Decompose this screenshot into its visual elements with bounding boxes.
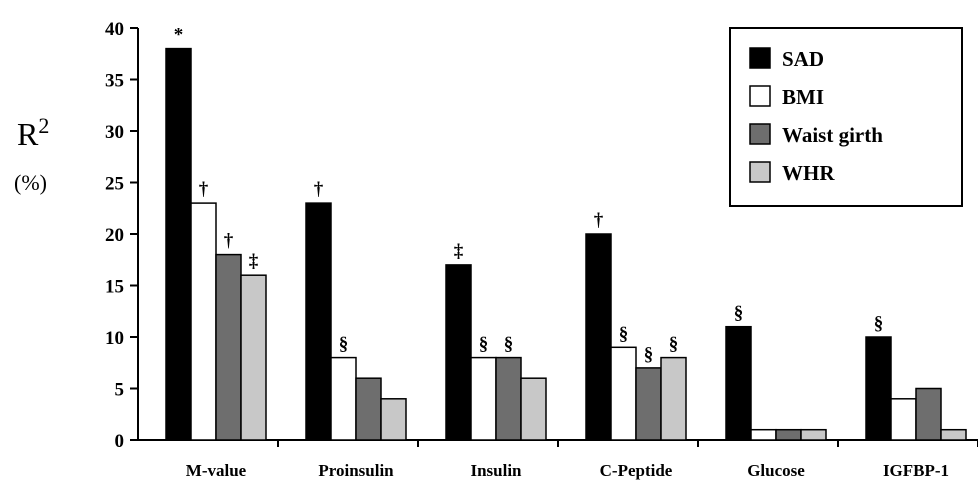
bar-glucose-sad	[725, 325, 752, 441]
bar-c-peptide-bmi	[610, 346, 637, 441]
bar-igfbp-1-waist-girth	[915, 387, 942, 441]
annotation-glucose-sad: §	[734, 303, 744, 324]
legend: SAD BMI Waist girth WHR	[729, 27, 963, 207]
annotation-c-peptide-whr: §	[669, 334, 679, 355]
y-tick-label: 35	[105, 71, 124, 92]
bar-m-value-sad	[165, 47, 192, 441]
annotation-c-peptide-waist-girth: §	[644, 344, 654, 365]
y-ticks: 0 5 10 15 20 25 30 35 40	[105, 19, 138, 452]
y-tick-label: 10	[105, 328, 124, 349]
bar-c-peptide-sad	[585, 233, 612, 441]
y-axis-label: R2	[17, 113, 49, 152]
y-tick-label: 30	[105, 122, 124, 143]
bar-insulin-bmi	[470, 356, 497, 441]
bar-m-value-whr	[240, 274, 267, 441]
bar-igfbp-1-whr	[940, 428, 967, 441]
bar-glucose-bmi	[750, 428, 777, 441]
legend-label-sad: SAD	[782, 47, 824, 71]
y-axis-title: R2 (%)	[14, 113, 49, 195]
legend-label-waist-girth: Waist girth	[782, 123, 883, 147]
annotation-c-peptide-bmi: §	[619, 323, 629, 344]
annotation-m-value-waist-girth: †	[224, 231, 234, 252]
annotation-m-value-sad: *	[174, 25, 184, 46]
x-tick-label: Proinsulin	[318, 461, 394, 480]
bar-igfbp-1-sad	[865, 336, 892, 441]
bar-insulin-waist-girth	[495, 356, 522, 441]
annotation-insulin-sad: ‡	[454, 241, 464, 262]
x-tick-label: M-value	[186, 461, 247, 480]
legend-swatch-waist-girth	[749, 123, 771, 145]
bar-glucose-waist-girth	[775, 428, 802, 441]
bar-glucose-whr	[800, 428, 827, 441]
y-tick-label: 0	[115, 431, 125, 452]
y-tick-label: 40	[105, 19, 124, 40]
bar-insulin-sad	[445, 264, 472, 441]
annotation-insulin-waist-girth: §	[504, 334, 514, 355]
annotation-proinsulin-sad: †	[314, 179, 324, 200]
annotation-m-value-bmi: †	[199, 179, 209, 200]
x-tick-label: C-Peptide	[600, 461, 673, 480]
bar-proinsulin-waist-girth	[355, 377, 382, 441]
x-ticks: M-value Proinsulin Insulin C-Peptide Glucose…	[186, 440, 978, 480]
bar-m-value-waist-girth	[215, 253, 242, 441]
bar-proinsulin-bmi	[330, 356, 357, 441]
bar-m-value-bmi	[190, 202, 217, 441]
bar-proinsulin-sad	[305, 202, 332, 441]
y-tick-label: 20	[105, 225, 124, 246]
annotation-igfbp-1-sad: §	[874, 313, 884, 334]
x-tick-label: IGFBP-1	[883, 461, 949, 480]
annotation-proinsulin-bmi: §	[339, 334, 349, 355]
legend-swatch-bmi	[749, 85, 771, 107]
annotation-m-value-whr: ‡	[249, 251, 259, 272]
annotation-insulin-bmi: §	[479, 334, 489, 355]
y-tick-label: 15	[105, 277, 124, 298]
bar-proinsulin-whr	[380, 398, 407, 441]
bar-igfbp-1-bmi	[890, 398, 917, 441]
bar-insulin-whr	[520, 377, 547, 441]
legend-label-bmi: BMI	[782, 85, 824, 109]
x-tick-label: Glucose	[747, 461, 805, 480]
bar-c-peptide-whr	[660, 356, 687, 441]
bars	[165, 47, 967, 441]
y-axis-unit: (%)	[14, 170, 47, 195]
annotations: * † † ‡ † § ‡ § § † § § § § §	[174, 25, 884, 365]
annotation-c-peptide-sad: †	[594, 210, 604, 231]
legend-swatch-sad	[749, 47, 771, 69]
x-tick-label: Insulin	[470, 461, 522, 480]
legend-label-whr: WHR	[782, 161, 835, 185]
y-tick-label: 25	[105, 174, 124, 195]
legend-swatch-whr	[749, 161, 771, 183]
y-tick-label: 5	[115, 380, 125, 401]
bar-c-peptide-waist-girth	[635, 367, 662, 441]
